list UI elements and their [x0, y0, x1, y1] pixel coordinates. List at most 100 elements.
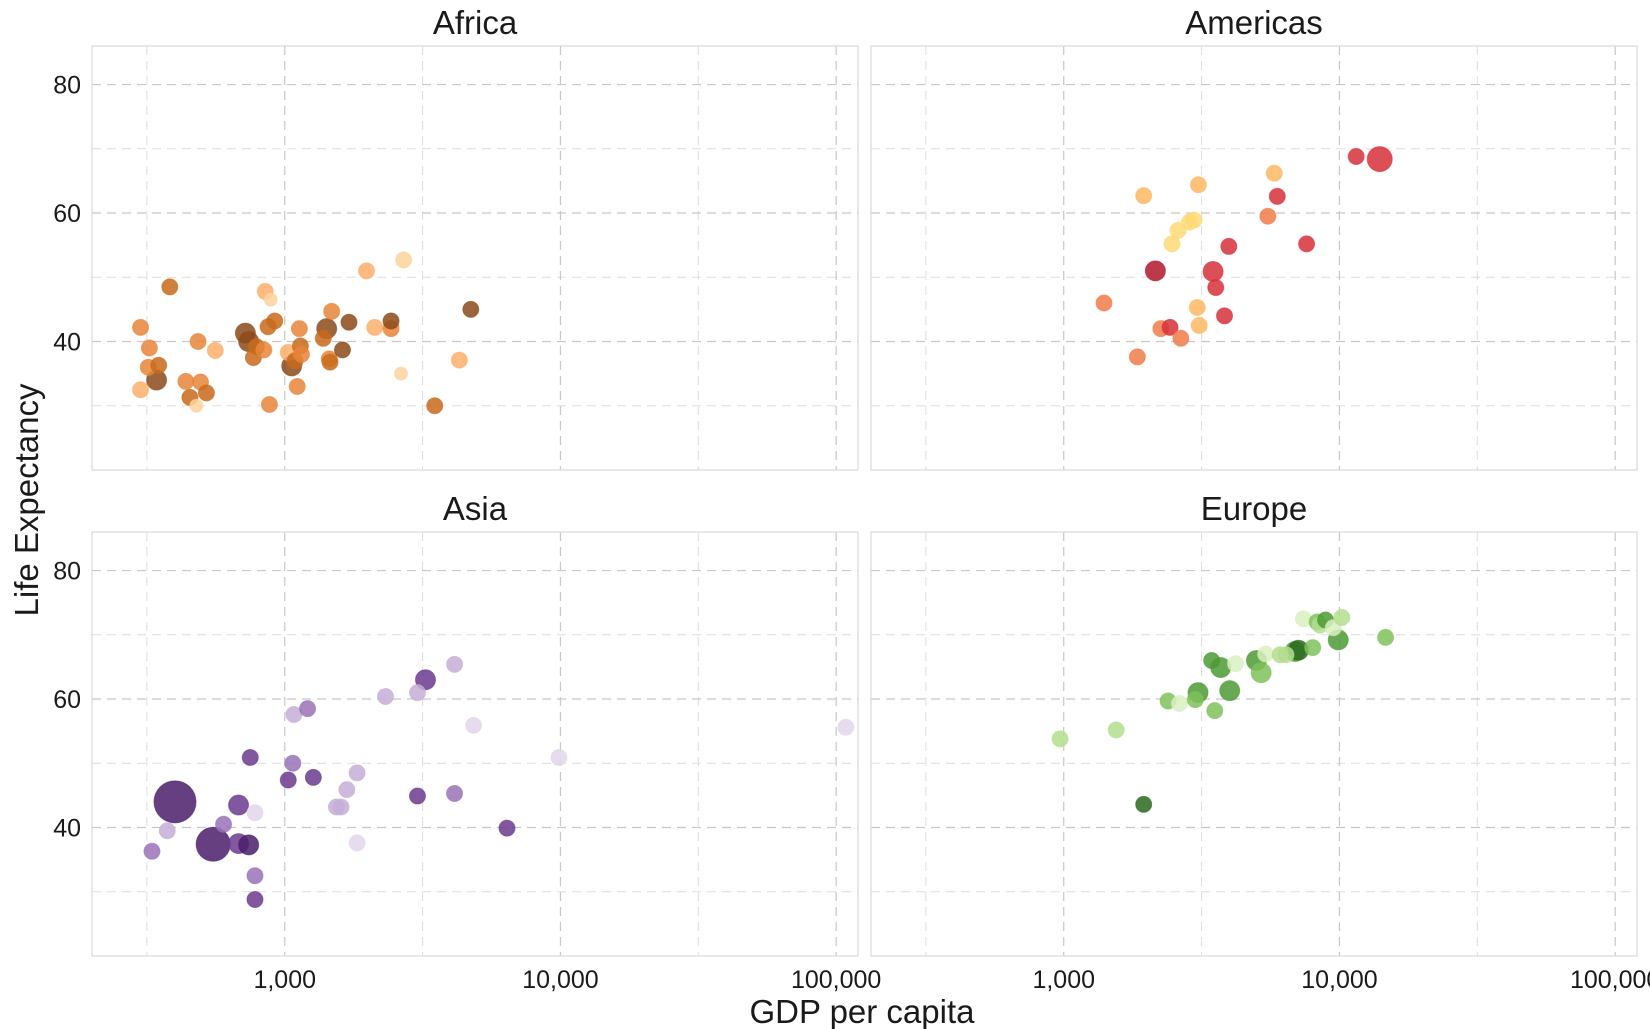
data-point: [189, 333, 207, 351]
data-point: [1227, 655, 1245, 673]
data-point: [1259, 207, 1277, 225]
facet-title: Africa: [433, 4, 518, 41]
x-tick-label: 100,000: [1570, 966, 1650, 994]
data-point: [314, 329, 332, 347]
data-point: [395, 251, 413, 269]
data-point: [304, 768, 322, 786]
data-point: [1051, 730, 1069, 748]
facet-panel-africa: Africa 40 60 80: [53, 4, 859, 471]
data-point: [348, 764, 366, 782]
data-point: [1135, 795, 1153, 813]
data-point: [1333, 608, 1351, 626]
panel-background: [92, 532, 858, 956]
data-point: [1207, 279, 1225, 297]
data-point: [1185, 211, 1203, 229]
panel-border: [870, 531, 1638, 957]
data-point: [1377, 628, 1395, 646]
x-tick-label: 10,000: [522, 966, 598, 994]
data-point: [246, 804, 264, 822]
data-point: [260, 395, 278, 413]
data-point: [550, 748, 568, 766]
data-point: [332, 798, 350, 816]
data-point: [1250, 662, 1272, 684]
data-point: [197, 384, 215, 402]
data-point: [255, 341, 273, 359]
panel-border: [91, 531, 859, 957]
y-tick-label: 60: [53, 200, 81, 228]
data-point: [408, 684, 426, 702]
data-point: [1186, 691, 1204, 709]
data-point: [498, 819, 516, 837]
facet-panel-asia: Asia 40 60 80 1,000 10,000 100,000: [53, 490, 881, 994]
x-tick-label: 100,000: [791, 966, 881, 994]
panel-border: [870, 45, 1638, 471]
y-tick-label: 40: [53, 815, 81, 843]
data-point: [837, 718, 855, 736]
data-point: [290, 320, 308, 338]
data-point: [376, 687, 394, 705]
data-point: [215, 815, 233, 833]
x-tick-label: 1,000: [253, 966, 316, 994]
data-point: [132, 381, 150, 399]
data-point: [150, 356, 168, 374]
data-point: [348, 834, 366, 852]
data-point: [1277, 646, 1295, 664]
data-point: [1144, 260, 1166, 282]
data-point: [1216, 307, 1234, 325]
data-point: [465, 716, 483, 734]
facet-panel-americas: Americas: [870, 4, 1638, 471]
data-point: [140, 339, 158, 357]
data-point: [1298, 235, 1316, 253]
data-point: [1135, 187, 1153, 205]
data-point: [366, 318, 384, 336]
data-point: [292, 345, 310, 363]
y-tick-label: 40: [53, 329, 81, 357]
data-point: [1268, 187, 1286, 205]
data-point: [1171, 695, 1189, 713]
data-point: [333, 341, 351, 359]
data-point: [446, 784, 464, 802]
data-point: [408, 787, 426, 805]
data-point: [338, 781, 356, 799]
data-point: [1190, 316, 1208, 334]
data-point: [132, 318, 150, 336]
facet-title: Asia: [443, 490, 508, 527]
panel-background: [871, 46, 1637, 470]
data-point: [246, 867, 264, 885]
x-axis-title: GDP per capita: [749, 993, 975, 1029]
data-point: [321, 353, 339, 371]
data-point: [228, 794, 250, 816]
data-point: [189, 398, 204, 413]
data-point: [266, 312, 284, 330]
data-point: [462, 300, 480, 318]
panel-border: [91, 45, 859, 471]
data-point: [143, 842, 161, 860]
data-point: [323, 302, 341, 320]
data-point: [426, 397, 444, 415]
data-point: [1347, 147, 1365, 165]
data-point: [358, 262, 376, 280]
y-tick-label: 80: [53, 558, 81, 586]
data-point: [1203, 651, 1221, 669]
data-point: [1189, 176, 1207, 194]
data-point: [340, 313, 358, 331]
data-point: [1169, 221, 1187, 239]
data-point: [1161, 318, 1179, 336]
data-point: [206, 342, 224, 360]
data-point: [1366, 146, 1393, 173]
data-point: [1188, 298, 1206, 316]
data-point: [393, 366, 408, 381]
data-point: [382, 312, 400, 330]
data-point: [238, 834, 260, 856]
data-point: [1206, 702, 1224, 720]
panel-background: [871, 532, 1637, 956]
data-point: [284, 754, 302, 772]
data-point: [1172, 329, 1190, 347]
y-axis-title: Life Expectancy: [8, 383, 45, 616]
data-point: [263, 292, 278, 307]
facet-title: Americas: [1185, 4, 1323, 41]
x-tick-label: 1,000: [1032, 966, 1095, 994]
data-point: [279, 771, 297, 789]
